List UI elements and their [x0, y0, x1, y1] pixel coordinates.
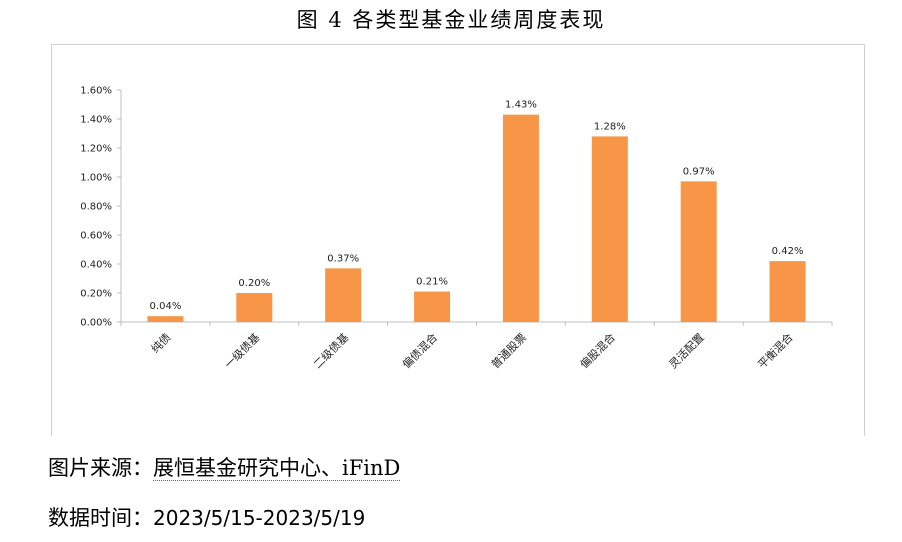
bar: [680, 181, 717, 322]
category-label: 一级债基: [221, 330, 262, 371]
y-tick-label: 1.20%: [80, 144, 112, 155]
category-label: 二级债基: [310, 330, 351, 371]
chart-frame: 0.00% 0.20% 0.40% 0.60% 0.80% 1.00% 1.20% 1.40%…: [51, 44, 865, 436]
source-label: 图片来源：: [48, 456, 153, 480]
y-tick-label: 0.20%: [80, 289, 112, 300]
y-tick-label: 1.00%: [80, 173, 112, 184]
bar: [769, 261, 806, 322]
y-tick-label: 0.40%: [80, 260, 112, 271]
data-label: 0.21%: [416, 277, 448, 288]
data-label: 0.37%: [327, 253, 359, 264]
date-value: 2023/5/15-2023/5/19: [153, 506, 366, 530]
category-label: 纯债: [148, 330, 173, 355]
source-value: 展恒基金研究中心、iFinD: [153, 456, 401, 481]
category-label: 偏股混合: [577, 330, 618, 371]
data-label: 1.28%: [594, 121, 626, 132]
data-label: 1.43%: [505, 100, 537, 111]
data-label: 0.20%: [238, 278, 270, 289]
bar: [414, 291, 451, 322]
date-label: 数据时间：: [48, 506, 153, 530]
bar: [147, 316, 184, 322]
bar: [325, 268, 362, 322]
data-label: 0.04%: [150, 301, 182, 312]
category-label: 灵活配置: [667, 331, 707, 371]
y-tick-label: 0.80%: [80, 202, 112, 213]
data-label: 0.42%: [772, 246, 804, 257]
category-label: 普通股票: [488, 330, 529, 371]
category-label: 偏债混合: [399, 330, 440, 371]
date-line: 数据时间：2023/5/15-2023/5/19: [48, 502, 365, 532]
category-label: 平衡混合: [755, 330, 796, 371]
y-tick-label: 1.60%: [80, 86, 112, 97]
y-tick-label: 0.60%: [80, 231, 112, 242]
source-line: 图片来源：展恒基金研究中心、iFinD: [48, 452, 401, 482]
bar-chart: 0.00% 0.20% 0.40% 0.60% 0.80% 1.00% 1.20% 1.40%…: [80, 86, 833, 371]
bar: [502, 114, 539, 323]
bar: [236, 293, 273, 322]
data-label: 0.97%: [683, 166, 715, 177]
bar: [591, 136, 628, 322]
figure-title: 图 4 各类型基金业绩周度表现: [296, 8, 606, 32]
y-tick-label: 0.00%: [80, 318, 112, 329]
y-tick-label: 1.40%: [80, 115, 112, 126]
